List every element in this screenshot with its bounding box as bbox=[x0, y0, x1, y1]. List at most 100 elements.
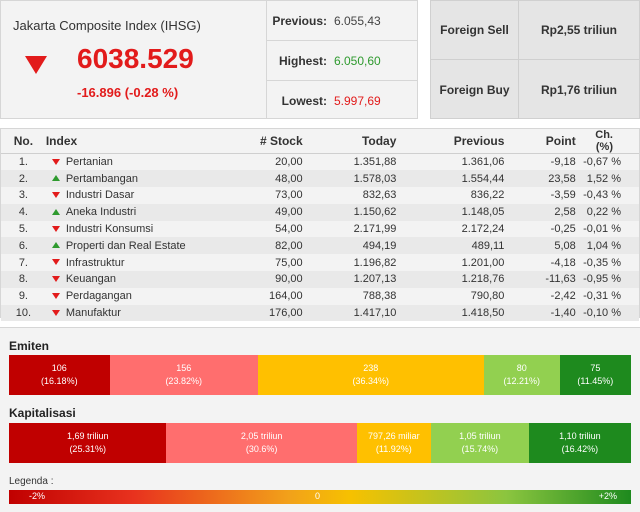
row-index-name[interactable]: Keuangan bbox=[65, 273, 116, 286]
kapitalisasi-segment[interactable]: 1,05 triliun (15.74%) bbox=[430, 423, 529, 463]
emiten-segment[interactable]: 238 (36.34%) bbox=[257, 355, 484, 395]
ihsg-panel: Jakarta Composite Index (IHSG) 6038.529 … bbox=[0, 0, 268, 119]
row-point: -4,18 bbox=[550, 256, 576, 269]
stat-lowest-label: Lowest: bbox=[281, 94, 327, 108]
row-index-name[interactable]: Aneka Industri bbox=[65, 206, 137, 219]
emiten-segment-pct: (23.82%) bbox=[165, 376, 202, 386]
row-index-cell: Aneka Industri bbox=[46, 204, 229, 221]
ihsg-title: Jakarta Composite Index (IHSG) bbox=[13, 18, 201, 33]
row-point: 2,58 bbox=[554, 206, 576, 219]
row-stock: 49,00 bbox=[275, 206, 303, 219]
row-change: -0,10 % bbox=[583, 307, 621, 320]
row-index-name[interactable]: Perdagangan bbox=[65, 290, 132, 303]
row-point: -1,40 bbox=[550, 307, 576, 320]
row-stock: 54,00 bbox=[275, 223, 303, 236]
row-index-name[interactable]: Pertanian bbox=[65, 156, 113, 169]
row-index-name[interactable]: Pertambangan bbox=[65, 172, 138, 185]
row-today: 832,63 bbox=[362, 189, 397, 202]
kapitalisasi-segment-pct: (15.74%) bbox=[461, 444, 499, 454]
header-today[interactable]: Today bbox=[302, 129, 397, 154]
header-index[interactable]: Index bbox=[45, 129, 230, 154]
kapitalisasi-segment-pct: (16.42%) bbox=[561, 444, 599, 454]
emiten-segment-pct: (11.45%) bbox=[577, 376, 614, 386]
table-row[interactable]: 2. Pertambangan 48,00 1.578,03 1.554,44 23,58… bbox=[1, 170, 639, 188]
row-stock: 164,00 bbox=[268, 290, 303, 303]
row-no: 10. bbox=[15, 307, 32, 320]
row-previous: 489,11 bbox=[471, 239, 505, 252]
emiten-segment[interactable]: 80 (12.21%) bbox=[483, 355, 560, 395]
row-point: -2,42 bbox=[550, 290, 576, 303]
table-row[interactable]: 6. Properti dan Real Estate 82,00 494,19 489… bbox=[1, 237, 639, 255]
foreign-buy-value: Rp1,76 triliun bbox=[540, 82, 617, 97]
row-index-cell: Pertambangan bbox=[46, 170, 229, 187]
header-stock[interactable]: # Stock bbox=[229, 129, 303, 154]
header-change[interactable]: Ch. (%) bbox=[575, 129, 639, 154]
stats-panel: Previous: 6.055,43 Highest: 6.050,60 Low… bbox=[266, 0, 418, 119]
row-today: 788,38 bbox=[362, 290, 397, 303]
kapitalisasi-title: Kapitalisasi bbox=[9, 406, 76, 420]
kapitalisasi-segment[interactable]: 2,05 triliun (30.6%) bbox=[166, 423, 357, 463]
row-change: 1,52 % bbox=[586, 172, 621, 185]
emiten-segment[interactable]: 75 (11.45%) bbox=[559, 355, 631, 395]
row-index-cell: Manufaktur bbox=[46, 305, 229, 322]
up-triangle-icon bbox=[51, 175, 60, 182]
row-previous: 836,22 bbox=[470, 189, 505, 202]
table-row[interactable]: 9. Perdagangan 164,00 788,38 790,80 -2,42 -0,3… bbox=[1, 288, 639, 305]
kapitalisasi-segment-value: 1,05 triliun bbox=[459, 431, 501, 441]
row-today: 1.196,82 bbox=[353, 256, 397, 269]
row-point: -9,18 bbox=[550, 156, 576, 169]
kapitalisasi-bar: 1,69 triliun (25.31%) 2,05 triliun (30.6%) 7… bbox=[9, 423, 631, 463]
row-stock: 20,00 bbox=[275, 156, 303, 169]
row-today: 1.207,13 bbox=[353, 273, 397, 286]
row-change: -0,35 % bbox=[583, 256, 621, 269]
table-row[interactable]: 3. Industri Dasar 73,00 832,63 836,22 -3,59 -0… bbox=[1, 187, 639, 204]
row-no: 7. bbox=[18, 256, 28, 269]
table-row[interactable]: 7. Infrastruktur 75,00 1.196,82 1.201,00 -4,1… bbox=[1, 254, 639, 271]
row-index-name[interactable]: Infrastruktur bbox=[65, 256, 125, 269]
table-row[interactable]: 10. Manufaktur 176,00 1.417,10 1.418,50 -1,40… bbox=[1, 304, 639, 322]
kapitalisasi-segment[interactable]: 797,26 miliar (11.92%) bbox=[356, 423, 431, 463]
row-change: 0,22 % bbox=[586, 206, 621, 219]
emiten-segment[interactable]: 106 (16.18%) bbox=[9, 355, 110, 395]
foreign-sell-row: Foreign Sell Rp2,55 triliun bbox=[431, 1, 639, 60]
emiten-segment-pct: (16.18%) bbox=[41, 376, 78, 386]
row-today: 1.578,03 bbox=[353, 172, 397, 185]
ihsg-change: -16.896 (-0.28 %) bbox=[77, 85, 179, 100]
emiten-segment-value: 238 bbox=[363, 363, 379, 373]
row-previous: 790,80 bbox=[470, 290, 505, 303]
table-row[interactable]: 8. Keuangan 90,00 1.207,13 1.218,76 -11,63 -0,… bbox=[1, 271, 639, 288]
row-change: 1,04 % bbox=[586, 239, 621, 252]
emiten-segment-value: 80 bbox=[516, 363, 527, 373]
header-point[interactable]: Point bbox=[504, 129, 576, 154]
stat-lowest-value: 5.997,69 bbox=[334, 94, 381, 108]
table-row[interactable]: 5. Industri Konsumsi 54,00 2.171,99 2.172,24… bbox=[1, 221, 639, 238]
kapitalisasi-segment[interactable]: 1,69 triliun (25.31%) bbox=[9, 423, 167, 463]
stat-highest-label: Highest: bbox=[279, 53, 327, 68]
header-previous[interactable]: Previous bbox=[396, 129, 505, 154]
row-today: 494,19 bbox=[362, 239, 397, 252]
row-stock: 176,00 bbox=[268, 307, 303, 320]
ihsg-value: 6038.529 bbox=[77, 43, 194, 74]
table-header-row: No. Index # Stock Today Previous Point C… bbox=[1, 129, 639, 154]
table-row[interactable]: 1. Pertanian 20,00 1.351,88 1.361,06 -9,18 -0,… bbox=[1, 154, 639, 171]
foreign-sell-label: Foreign Sell bbox=[431, 1, 519, 59]
row-index-name[interactable]: Industri Konsumsi bbox=[65, 223, 154, 236]
kapitalisasi-segment[interactable]: 1,10 triliun (16.42%) bbox=[528, 423, 631, 463]
down-arrow-icon bbox=[25, 56, 47, 74]
kapitalisasi-segment-value: 1,69 triliun bbox=[66, 431, 109, 441]
row-no: 3. bbox=[18, 189, 28, 202]
row-stock: 90,00 bbox=[275, 273, 303, 286]
row-index-cell: Industri Dasar bbox=[46, 187, 229, 204]
down-triangle-icon bbox=[51, 192, 60, 199]
row-index-name[interactable]: Manufaktur bbox=[65, 307, 121, 320]
header-no[interactable]: No. bbox=[1, 129, 46, 154]
breadth-section: Emiten 106 (16.18%) 156 (23.82%) 238 (36.34%)… bbox=[0, 327, 640, 512]
row-index-name[interactable]: Properti dan Real Estate bbox=[65, 239, 186, 252]
table-row[interactable]: 4. Aneka Industri 49,00 1.150,62 1.148,05 2,5… bbox=[1, 203, 639, 221]
emiten-segment-value: 156 bbox=[176, 363, 192, 373]
emiten-segment[interactable]: 156 (23.82%) bbox=[109, 355, 258, 395]
kapitalisasi-segment-value: 2,05 triliun bbox=[240, 431, 283, 441]
row-today: 2.171,99 bbox=[353, 223, 397, 236]
row-index-name[interactable]: Industri Dasar bbox=[65, 189, 135, 202]
row-change: -0,31 % bbox=[583, 290, 621, 303]
